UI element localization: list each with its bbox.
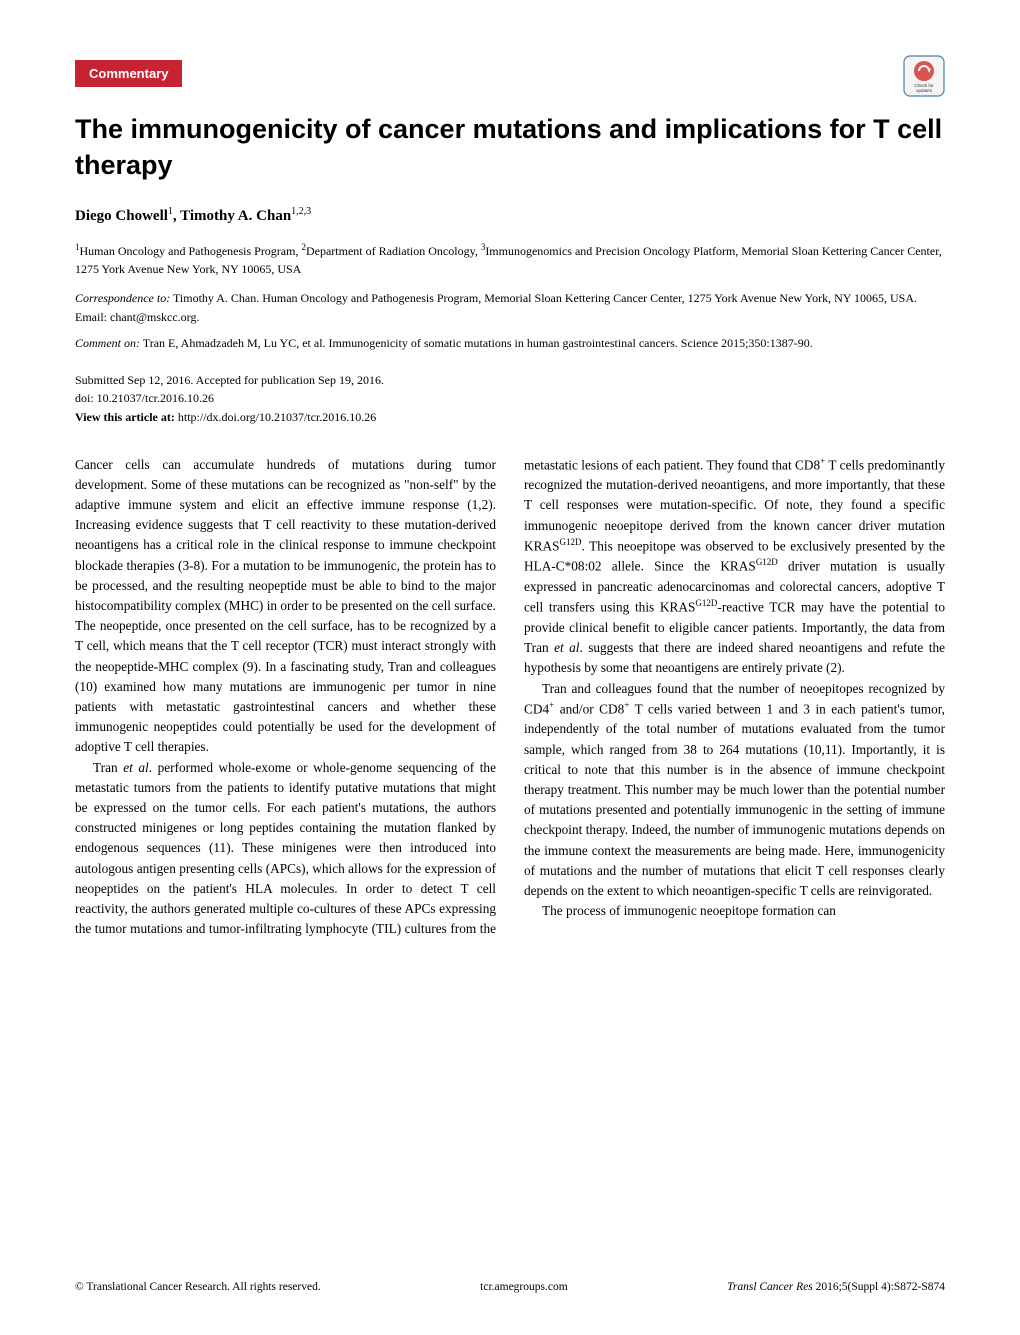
correspondence-label: Correspondence to:: [75, 291, 170, 305]
comment-on-text: Tran E, Ahmadzadeh M, Lu YC, et al. Immu…: [140, 336, 813, 350]
page-footer: © Translational Cancer Research. All rig…: [75, 1281, 945, 1293]
body-paragraph: The process of immunogenic neoepitope fo…: [524, 901, 945, 921]
affiliations: 1Human Oncology and Pathogenesis Program…: [75, 241, 945, 279]
check-updates-icon[interactable]: Check for updates: [903, 55, 945, 97]
correspondence-text: Timothy A. Chan. Human Oncology and Path…: [75, 291, 917, 324]
doi-line: doi: 10.21037/tcr.2016.10.26: [75, 389, 945, 408]
footer-copyright: © Translational Cancer Research. All rig…: [75, 1281, 321, 1293]
section-badge: Commentary: [75, 60, 182, 87]
view-url: http://dx.doi.org/10.21037/tcr.2016.10.2…: [175, 410, 376, 424]
authors: Diego Chowell1, Timothy A. Chan1,2,3: [75, 206, 945, 225]
article-meta: Submitted Sep 12, 2016. Accepted for pub…: [75, 371, 945, 427]
svg-text:updates: updates: [916, 88, 933, 93]
submitted-line: Submitted Sep 12, 2016. Accepted for pub…: [75, 371, 945, 390]
body-paragraph: Cancer cells can accumulate hundreds of …: [75, 455, 496, 758]
footer-journal: Transl Cancer Res: [727, 1281, 813, 1293]
article-title: The immunogenicity of cancer mutations a…: [75, 111, 945, 184]
body-paragraph: Tran and colleagues found that the numbe…: [524, 679, 945, 902]
footer-url: tcr.amegroups.com: [480, 1281, 568, 1293]
comment-on: Comment on: Tran E, Ahmadzadeh M, Lu YC,…: [75, 334, 945, 353]
comment-on-label: Comment on:: [75, 336, 140, 350]
view-label: View this article at:: [75, 410, 175, 424]
body-columns: Cancer cells can accumulate hundreds of …: [75, 455, 945, 940]
correspondence: Correspondence to: Timothy A. Chan. Huma…: [75, 289, 945, 326]
footer-citation: 2016;5(Suppl 4):S872-S874: [813, 1281, 945, 1293]
